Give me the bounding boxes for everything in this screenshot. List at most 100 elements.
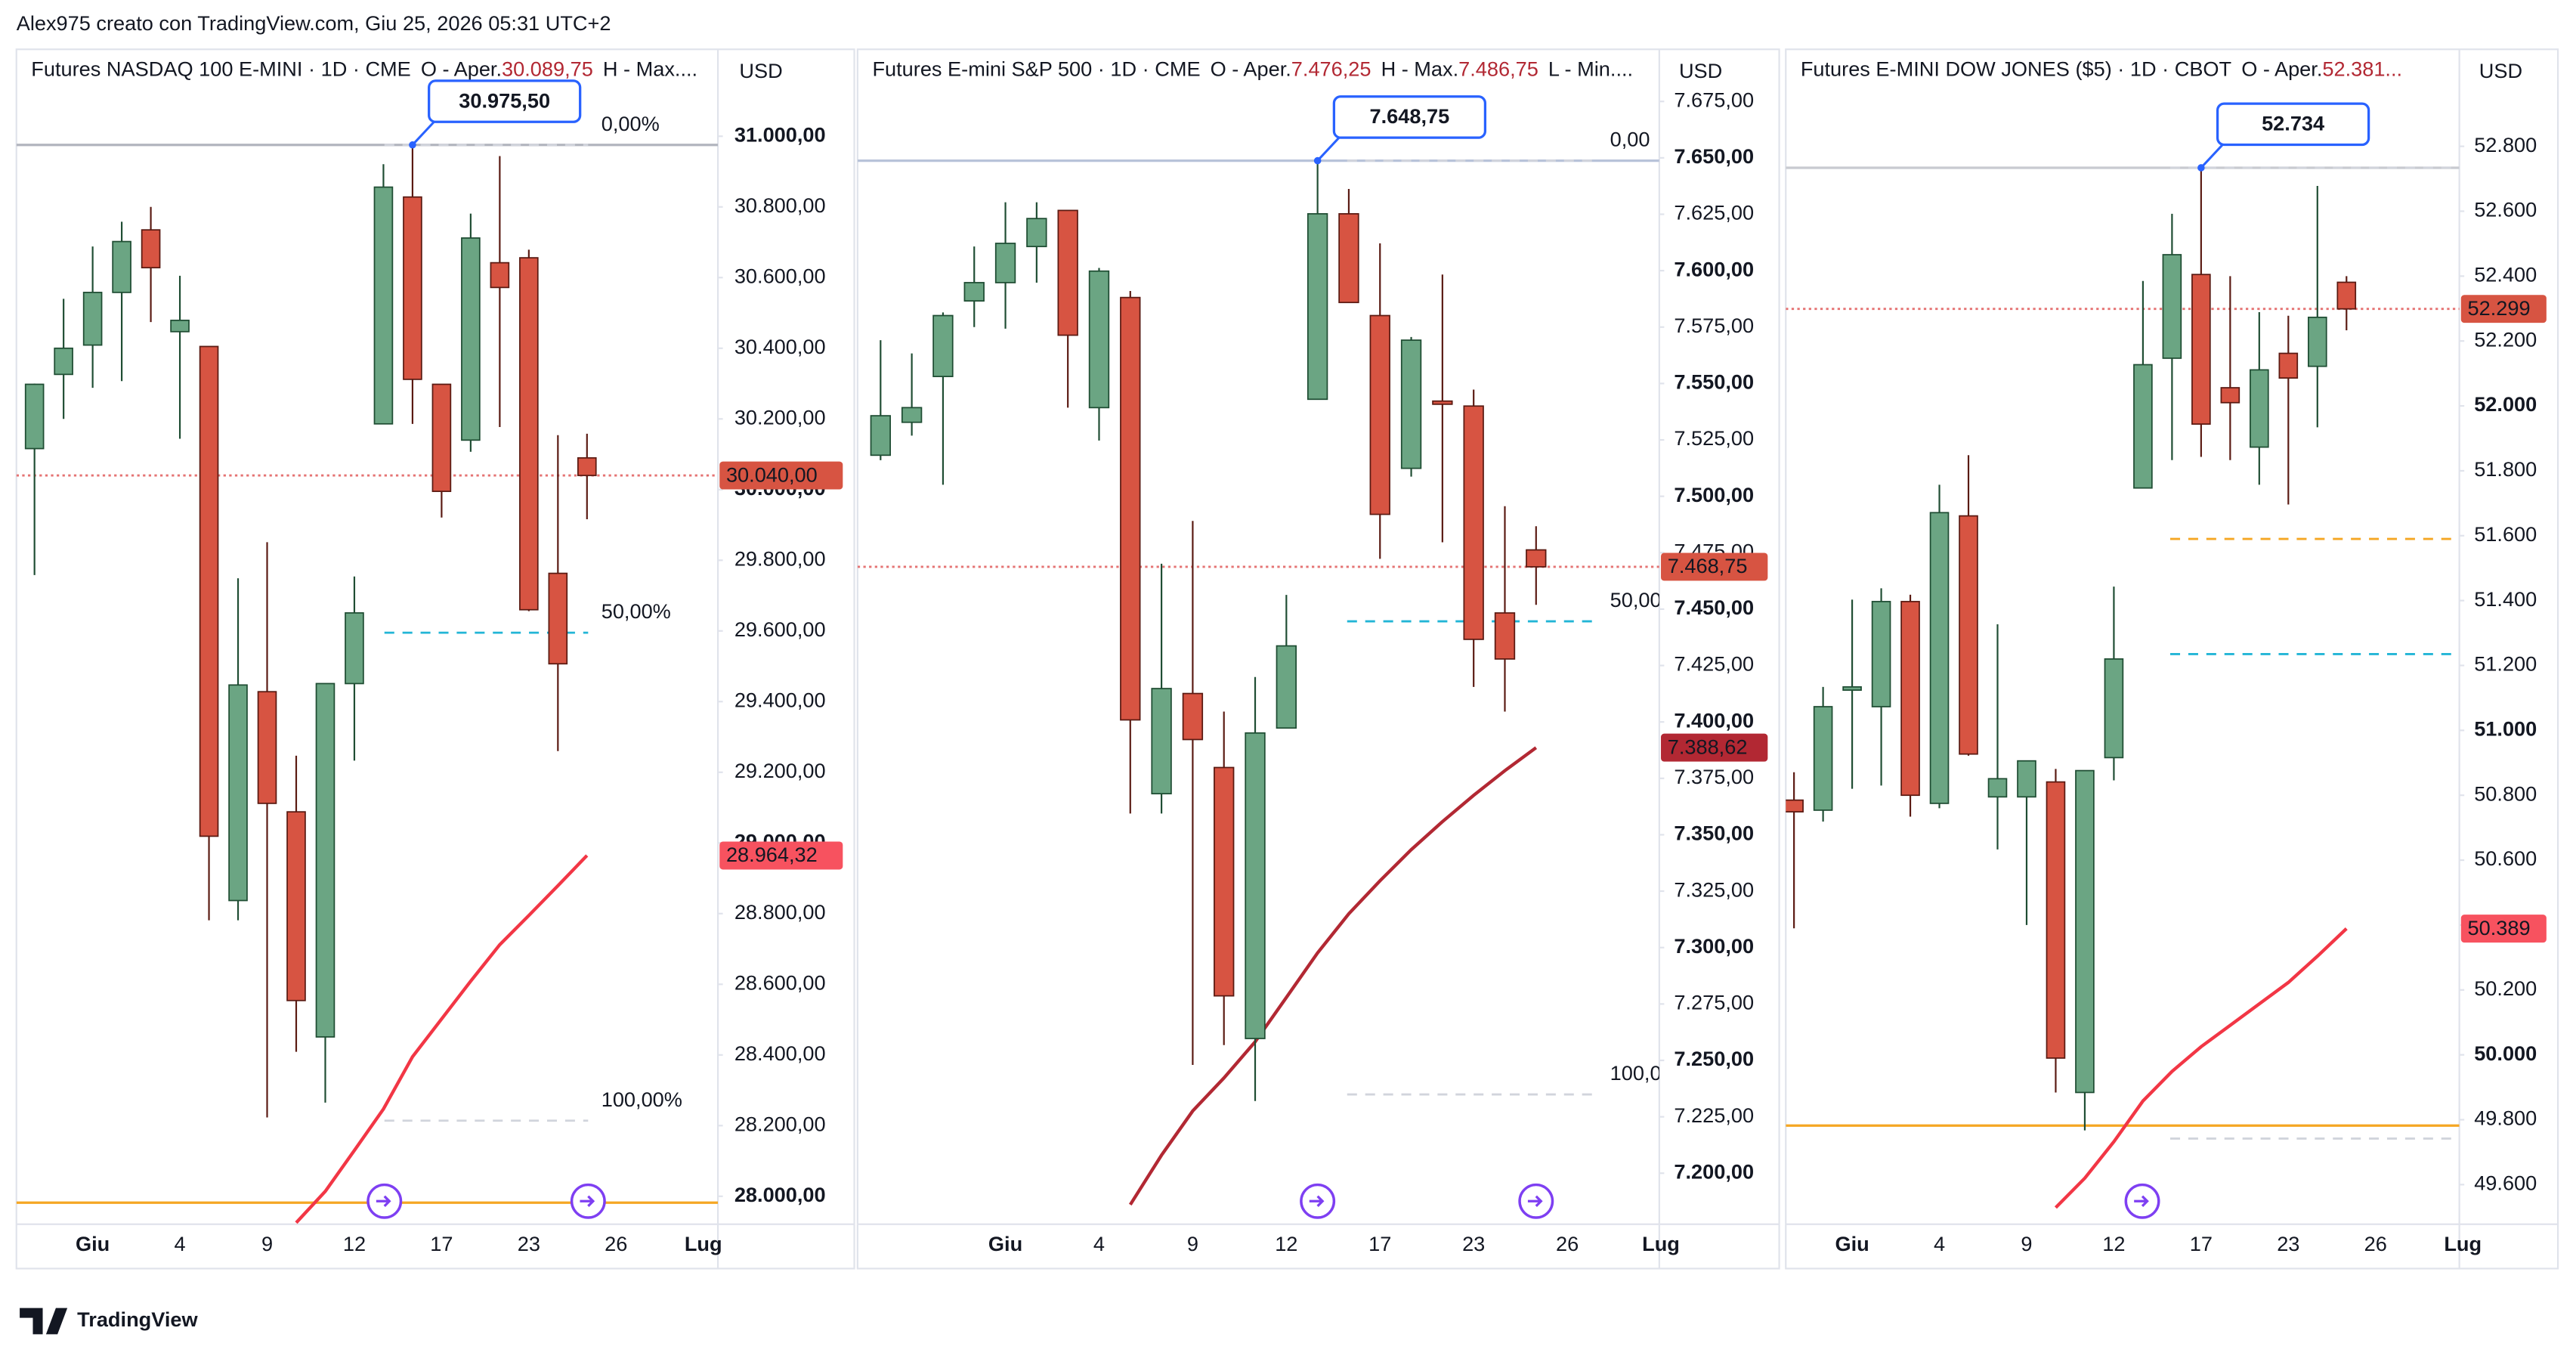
candle-body [82, 292, 103, 346]
status-item: 7.476,25 [1291, 57, 1371, 81]
moving-average-line [295, 854, 589, 1224]
candle-body [548, 572, 568, 665]
x-tick-label: Lug [2444, 1232, 2482, 1255]
candle-body [2250, 369, 2269, 448]
y-tick-label: 7.250,00 [1674, 1047, 1754, 1070]
y-tick-label: 50.600 [2474, 846, 2537, 870]
y-tick-label: 7.600,00 [1674, 257, 1754, 280]
x-tick-label: 23 [518, 1232, 540, 1255]
fib-label: 100,00% [601, 1088, 682, 1111]
price-tag [1661, 733, 1768, 762]
callout-pointer [1316, 135, 1342, 162]
candle-body [1494, 612, 1516, 660]
callout-pointer [2200, 142, 2225, 169]
fib-label: 50,00% [601, 599, 671, 623]
y-tick-label: 51.200 [2474, 652, 2537, 676]
status-item: O - Aper. [421, 57, 502, 81]
candle-body [1786, 799, 1804, 812]
candle-body [1088, 270, 1110, 409]
candle-body [1987, 778, 2008, 798]
plot-area: 0,00 50,00 100,0 [857, 128, 1662, 1206]
candle-body [2162, 254, 2182, 359]
x-tick-label: 17 [430, 1232, 453, 1255]
x-tick-label: Lug [685, 1232, 722, 1255]
candle-body [286, 811, 306, 1001]
y-tick-label: 28.800,00 [734, 900, 826, 924]
y-tick-label: 51.400 [2474, 587, 2537, 611]
price-tag-label: 7.468,75 [1668, 554, 1748, 577]
candle-body [1151, 688, 1172, 794]
footer-logo: TradingView [20, 1308, 199, 1335]
x-tick-label: 12 [2102, 1232, 2125, 1255]
callout-label: 7.648,75 [1370, 104, 1450, 128]
callout-box [428, 79, 582, 123]
y-tick-label: 30.400,00 [734, 335, 826, 358]
x-tick-label: 12 [343, 1232, 366, 1255]
candle-body [2336, 281, 2357, 310]
x-tick-label: 23 [2277, 1232, 2299, 1255]
y-tick-label: 7.400,00 [1674, 708, 1754, 732]
y-tick-label: 28.400,00 [734, 1041, 826, 1065]
candle-body [901, 407, 923, 423]
fib-label: 0,00% [601, 112, 660, 135]
fib-label: 50,00 [1610, 588, 1662, 611]
chart-panel: Futures E-MINI DOW JONES ($5) · 1D · CBO… [1785, 48, 2559, 1270]
candle-body [373, 186, 394, 425]
x-tick-label: 26 [605, 1232, 627, 1255]
callout-box [2216, 102, 2370, 147]
price-tag-label: 28.964,32 [726, 843, 818, 866]
event-icon-glyph [2134, 1195, 2149, 1207]
y-tick-label: 7.675,00 [1674, 88, 1754, 111]
logo-mark [20, 1308, 68, 1335]
candle-body [1842, 686, 1862, 691]
candle-body [431, 383, 452, 492]
title-text: Futures E-mini S&P 500 · 1D · CME [872, 57, 1200, 81]
y-tick-label: 51.600 [2474, 522, 2537, 546]
y-tick-label: 7.575,00 [1674, 314, 1754, 337]
logo-text: TradingView [77, 1308, 198, 1331]
status-item: H - Max.... [603, 57, 697, 81]
x-tick-label: 4 [175, 1232, 186, 1255]
y-tick-label: 52.600 [2474, 198, 2537, 221]
status-item: 52.381... [2322, 57, 2402, 81]
status-item: O - Aper. [1211, 57, 1291, 81]
callout-box [1332, 95, 1487, 139]
callout-pointer [411, 119, 437, 146]
candle-body [490, 262, 510, 289]
y-tick-label: 7.350,00 [1674, 822, 1754, 845]
candle-body [1026, 218, 1047, 248]
candle-body [519, 257, 539, 611]
status-item: 30.089,75 [502, 57, 593, 81]
y-tick-label: 49.800 [2474, 1106, 2537, 1130]
y-tick-label: 31.000,00 [734, 122, 826, 146]
price-tag-label: 30.040,00 [726, 463, 818, 486]
y-tick-label: 7.275,00 [1674, 991, 1754, 1014]
candle-body [577, 457, 597, 476]
x-tick-label: Giu [76, 1232, 110, 1255]
candle-body [1463, 405, 1484, 640]
fib-label: 100,0 [1610, 1061, 1662, 1085]
candle-body [2075, 769, 2095, 1094]
y-tick-label: 7.500,00 [1674, 483, 1754, 506]
y-tick-label: 29.400,00 [734, 688, 826, 711]
price-tag-label: 7.388,62 [1668, 735, 1748, 758]
y-tick-label: 52.800 [2474, 133, 2537, 156]
candle-body [315, 682, 336, 1038]
y-tick-label: 51.800 [2474, 457, 2537, 481]
title-text: Futures E-MINI DOW JONES ($5) · 1D · CBO… [1801, 57, 2231, 81]
candle-body [257, 691, 277, 804]
candle-body [1432, 400, 1453, 405]
status-item: 7.486,75 [1458, 57, 1538, 81]
candle-body [1307, 213, 1328, 401]
candle-body [141, 229, 161, 269]
moving-average-line [2054, 927, 2348, 1209]
candle-body [1929, 512, 1950, 804]
callout-label: 30.975,50 [459, 88, 550, 112]
title-text: Futures NASDAQ 100 E-MINI · 1D · CME [31, 57, 411, 81]
y-tick-label: 7.625,00 [1674, 201, 1754, 224]
candle-body [2278, 352, 2299, 379]
candle-body [1214, 766, 1235, 997]
price-tag [2460, 915, 2547, 943]
y-tick-label: 50.000 [2474, 1041, 2537, 1065]
